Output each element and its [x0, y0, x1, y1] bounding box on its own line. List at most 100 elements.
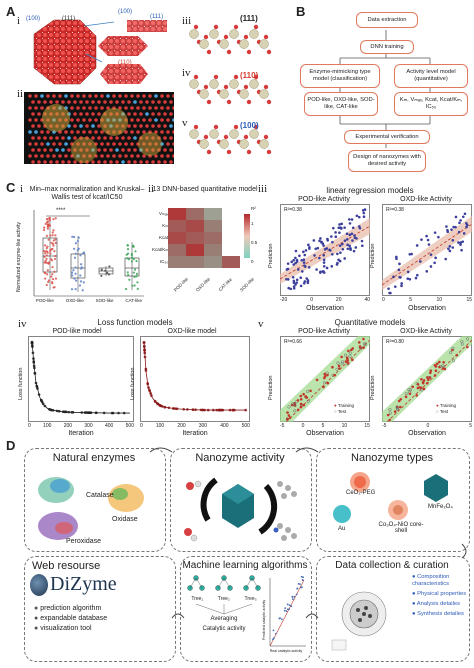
lattice-atom [142, 94, 146, 98]
scatter-point [334, 231, 337, 234]
box-point [100, 274, 103, 278]
scatter-point [302, 261, 306, 264]
nanoparticle-illustration [33, 19, 167, 85]
lattice-atom [61, 100, 65, 104]
verification-box: Experimental verification [344, 130, 430, 144]
loss-point [55, 409, 59, 413]
box-point [78, 284, 82, 287]
xtick: 20 [335, 297, 342, 303]
training-point [309, 389, 312, 393]
heatmap-cell [186, 244, 204, 256]
panel-a-i-label: i [17, 15, 21, 27]
box-point [49, 234, 52, 237]
scatter-point [318, 256, 321, 260]
lattice-atom [160, 154, 164, 158]
loss-point [201, 408, 204, 412]
c-iii-left-plot [280, 204, 370, 296]
loss-point [33, 366, 36, 370]
scatter-point [298, 254, 301, 258]
scatter-point [302, 250, 305, 254]
ml-scatter-point [279, 617, 282, 620]
box-point [80, 266, 83, 269]
training-point [438, 360, 441, 364]
test-point [420, 388, 424, 392]
lattice-atom [70, 94, 74, 98]
lattice-atom [97, 148, 101, 152]
lattice-atom [106, 94, 110, 98]
training-point [455, 353, 459, 357]
box-point [135, 259, 138, 263]
training-point [323, 374, 327, 378]
c-iv-right-xticks: 0 100 200 300 400 500 [140, 423, 250, 429]
training-point [287, 414, 291, 417]
lattice-atom [61, 136, 65, 140]
xtick: 0 [140, 423, 143, 429]
loss-point [150, 394, 153, 397]
lattice-atom [103, 136, 107, 140]
training-point [397, 399, 401, 403]
loss-point [122, 411, 126, 415]
facet-atom [259, 139, 269, 149]
lattice-atom [28, 94, 32, 98]
ceo2-label: CeO₂-PEG [346, 490, 376, 496]
test-point [287, 405, 291, 409]
training-point [351, 358, 354, 362]
c-iv-right-plot [140, 336, 250, 422]
scatter-point [348, 233, 352, 237]
scatter-point [429, 265, 433, 268]
real-axis-label: Real catalytic activity [269, 649, 303, 653]
xtick: 0 [310, 297, 313, 303]
box-point [133, 268, 137, 271]
lattice-atom [34, 118, 38, 122]
box-point [44, 252, 47, 255]
scatter-point [322, 253, 326, 257]
loss-point [228, 408, 232, 412]
lattice-atom [100, 130, 104, 134]
training-point [286, 417, 290, 421]
xtick: 10 [436, 297, 442, 303]
training-point [299, 405, 303, 409]
training-point [386, 413, 390, 417]
panel-d-flow-arrows [149, 447, 467, 619]
box-point [48, 216, 51, 220]
ml-scatter-point [296, 587, 299, 590]
loss-point [34, 381, 38, 385]
training-point [438, 365, 441, 369]
lattice-atom [154, 118, 158, 122]
scatter-point [331, 240, 334, 244]
lattice-atom [163, 100, 167, 104]
curation-items-list: ● Composition characteristics ● Physical… [412, 574, 467, 617]
c-iii-title: linear regression models [326, 186, 414, 195]
lattice-atom [166, 118, 170, 122]
scatter-point [292, 285, 296, 288]
panel-c-letter: C [6, 180, 16, 195]
lattice-atom [103, 100, 107, 104]
scatter-point [303, 253, 307, 257]
c-ii-title: 13 DNN-based quantitative model [152, 186, 258, 193]
scatter-point [416, 273, 419, 277]
c-i-xticks: POD-like OXD-like SOD-like CAT-like [30, 298, 148, 303]
lattice-atom [73, 136, 77, 140]
test-point [395, 405, 399, 409]
c-i-title: Min–max normalization and Kruskal–Wallis… [29, 186, 145, 201]
scatter-point [363, 208, 367, 211]
scatter-point [457, 230, 461, 234]
training-point [322, 385, 325, 389]
activity-params-box: Kₘ, Vₘₐₓ, Kcat, Kcat/Kₘ, IC₅₀ [394, 92, 468, 116]
box-point [52, 229, 55, 232]
scatter-point [425, 234, 428, 238]
facet-oxygen [223, 84, 229, 90]
loss-point [50, 408, 53, 412]
enzyme-types-box: POD-like, OXD-like, SOD-like, CAT-like [304, 92, 378, 116]
scatter-point [463, 212, 467, 216]
lattice-atom [52, 94, 56, 98]
lattice-atom [145, 112, 149, 116]
ml-scatter-point [274, 632, 277, 635]
ml-scatter-point [300, 586, 302, 589]
loss-point [144, 369, 148, 372]
box-point [48, 223, 51, 226]
ml-scatter-point [283, 609, 286, 612]
lattice-atom [124, 106, 128, 110]
loss-point [212, 408, 215, 412]
box-point [79, 274, 82, 277]
